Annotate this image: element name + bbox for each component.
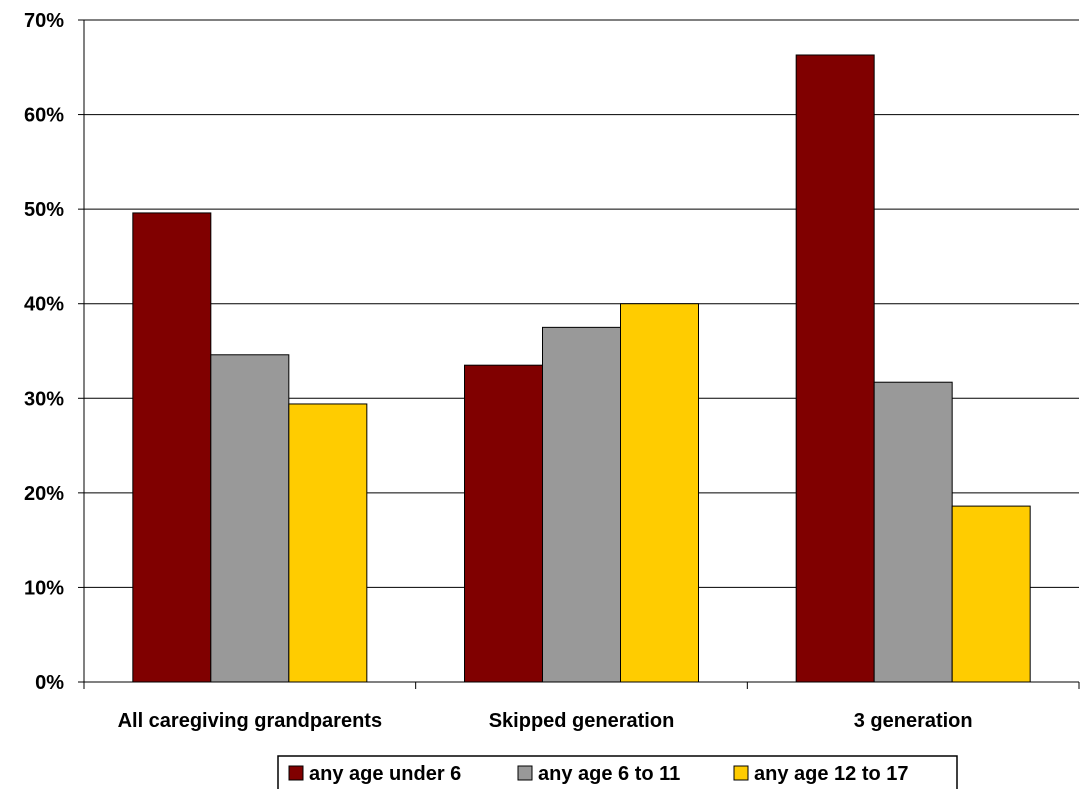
legend-label: any age under 6 — [309, 763, 461, 785]
y-tick-label: 50% — [24, 199, 64, 221]
bar-3-1 — [288, 403, 368, 683]
bar-2-2 — [542, 326, 621, 683]
y-tick-label: 40% — [24, 294, 64, 316]
bar-1-1 — [132, 212, 212, 683]
y-tick-label: 0% — [35, 672, 64, 694]
bar-2-1 — [210, 354, 290, 683]
legend-box — [277, 755, 958, 789]
bar-1-2 — [464, 364, 543, 683]
bar-2-3 — [873, 381, 953, 683]
y-tick-label: 60% — [24, 105, 64, 127]
x-category-label: 3 generation — [854, 710, 973, 732]
legend-swatch — [517, 765, 533, 781]
legend: any age under 6 any age 6 to 11 any age 12… — [277, 755, 958, 789]
bar-3-2 — [620, 303, 699, 683]
bar-1-3 — [795, 54, 875, 683]
legend-label: any age 12 to 17 — [754, 763, 909, 785]
axes — [78, 19, 1080, 689]
y-tick-label: 20% — [24, 483, 64, 505]
legend-swatch — [733, 765, 749, 781]
bar-3-3 — [951, 505, 1031, 683]
bars — [132, 54, 1031, 683]
y-tick-label: 10% — [24, 577, 64, 599]
x-category-label: Skipped generation — [489, 710, 675, 732]
legend-label: any age 6 to 11 — [538, 763, 680, 785]
category-labels: All caregiving grandparents Skipped gener… — [118, 710, 973, 732]
y-tick-label: 70% — [24, 10, 64, 32]
y-tick-label: 30% — [24, 388, 64, 410]
x-category-label: All caregiving grandparents — [118, 710, 383, 732]
y-tick-labels: 0% 10% 20% 30% 40% 50% 60% 70% — [24, 10, 64, 694]
legend-swatch — [288, 765, 304, 781]
